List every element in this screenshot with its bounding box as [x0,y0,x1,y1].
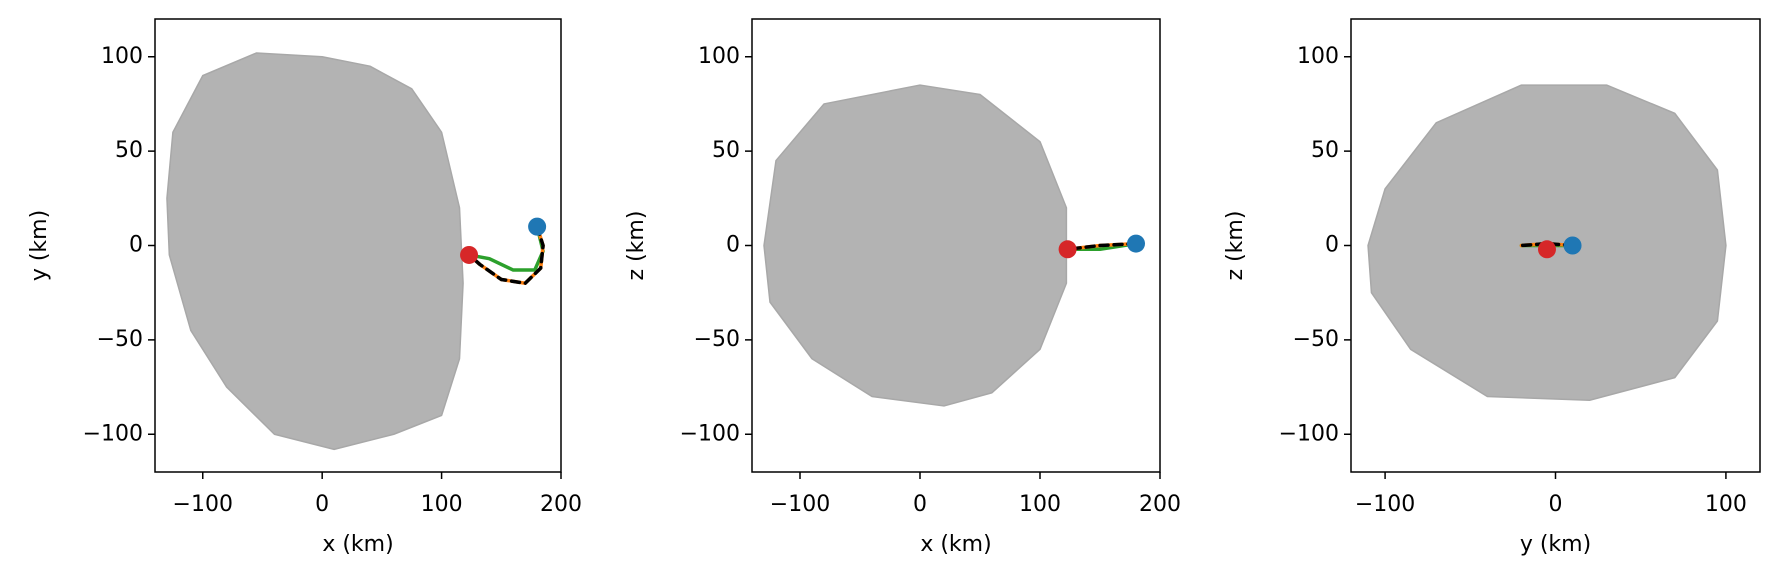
y-axis-label: y (km) [27,210,52,281]
y-tick-label: 100 [101,44,143,69]
y-tick-label: 50 [712,138,740,163]
y-tick-label: 100 [698,44,740,69]
endpoint [460,245,479,264]
y-axis-label: z (km) [1223,211,1248,281]
x-tick-label: 100 [421,492,463,517]
x-tick-label: 100 [1705,492,1747,517]
y-tick-label: −50 [1293,327,1339,352]
body-shape [763,84,1068,407]
x-tick-label: −100 [173,492,233,517]
x-tick-label: 0 [315,492,329,517]
y-tick-label: 0 [1325,233,1339,258]
x-tick-label: 100 [1019,492,1061,517]
x-tick-label: −100 [1355,492,1415,517]
y-axis-label: z (km) [624,211,649,281]
y-tick-label: 0 [129,233,143,258]
y-tick-label: −100 [680,421,740,446]
y-tick-label: −50 [694,327,740,352]
endpoint [1127,234,1145,253]
y-tick-label: 50 [115,138,143,163]
y-tick-label: −50 [97,327,143,352]
x-tick-label: 200 [540,492,582,517]
trajectory [467,224,545,285]
x-tick-label: 0 [913,492,927,517]
endpoint [528,217,547,236]
y-tick-label: 50 [1311,138,1339,163]
x-axis-label: x (km) [322,532,393,557]
body-shape [166,52,464,451]
trajectory [467,224,545,285]
x-axis-label: y (km) [1520,532,1591,557]
y-tick-label: 0 [726,233,740,258]
x-tick-label: 200 [1139,492,1181,517]
y-tick-label: −100 [83,421,143,446]
x-axis-label: x (km) [920,532,991,557]
endpoint [1058,240,1077,259]
x-tick-label: −100 [770,492,830,517]
y-tick-label: −100 [1279,421,1339,446]
endpoint [1563,236,1582,255]
endpoint [1537,240,1556,259]
y-tick-label: 100 [1297,44,1339,69]
trajectory [1065,241,1138,252]
x-tick-label: 0 [1549,492,1563,517]
